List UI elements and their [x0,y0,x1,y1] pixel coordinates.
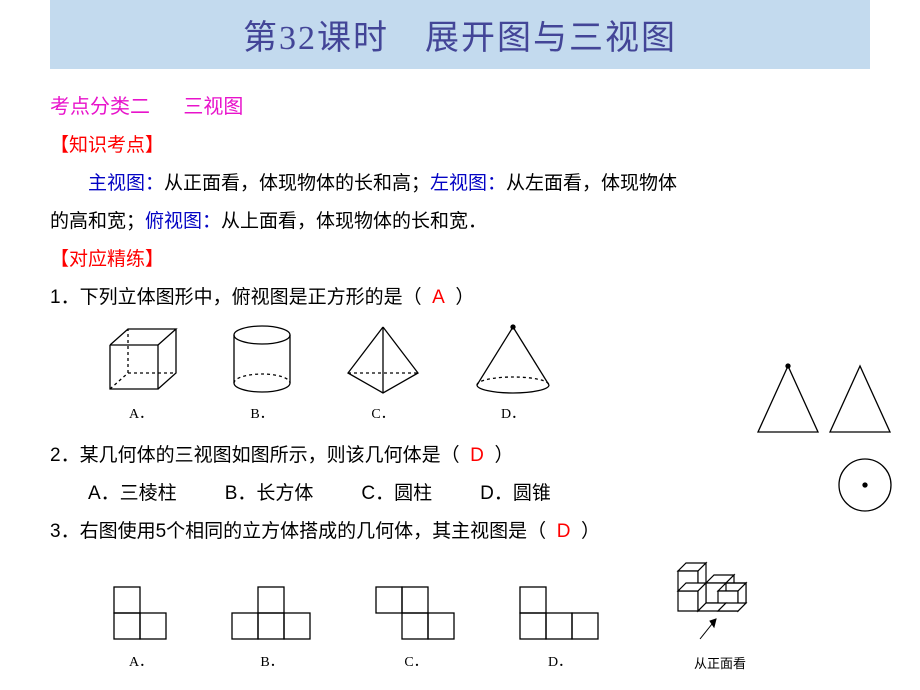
q1-row: 1．下列立体图形中，俯视图是正方形的是（ A ） [50,279,870,317]
q3-fig-a: A． [110,583,172,677]
knowledge-body: 主视图：从正面看，体现物体的长和高；左视图：从左面看，体现物体 的高和宽；俯视图… [50,165,870,241]
shape-b-icon [228,583,316,645]
front-view-text: 从正面看，体现物体的长和高； [164,173,430,194]
q1-label-a: A． [129,401,153,429]
knowledge-tag: 【知识考点】 [50,127,870,165]
q1-label-c: C． [371,401,394,429]
practice-tag: 【对应精练】 [50,241,870,279]
q3-label-c: C． [404,649,427,677]
q1-text: 1．下列立体图形中，俯视图是正方形的是（ [50,279,422,317]
front-view-label: 主视图： [88,173,164,194]
content-area: 考点分类二 三视图 【知识考点】 主视图：从正面看，体现物体的长和高；左视图：从… [0,87,920,677]
q2-text: 2．某几何体的三视图如图所示，则该几何体是（ [50,437,460,475]
top-view-text: 从上面看，体现物体的长和宽． [221,211,487,232]
q1-label-b: B． [250,401,273,429]
q3-close: ） [581,513,600,551]
pyramid-icon [342,323,424,397]
category-label: 考点分类二 [50,96,150,118]
knowledge-line2: 的高和宽；俯视图：从上面看，体现物体的长和宽． [50,203,870,241]
q3-fig-d: D． [516,583,604,677]
q1-fig-d: D． [468,323,558,429]
q2-opt-d: D．圆锥 [480,475,551,513]
q2-answer: D [470,437,484,475]
q3-label-b: B． [260,649,283,677]
cylinder-icon [226,323,298,397]
q3-label-d: D． [548,649,572,677]
two-triangles-icon [752,362,896,440]
q2-aux-triangles [752,362,896,454]
section-title: 考点分类二 三视图 [50,87,870,127]
cubes-icon [660,561,780,647]
q3-fig-c: C． [372,583,460,677]
q2-aux-circle [834,454,896,530]
knowledge-line1: 主视图：从正面看，体现物体的长和高；左视图：从左面看，体现物体 [50,165,870,203]
shape-c-icon [372,583,460,645]
q1-fig-b: B． [226,323,298,429]
lesson-header: 第32课时 展开图与三视图 [50,0,870,69]
q3-fig-b: B． [228,583,316,677]
q1-fig-a: A． [100,323,182,429]
cube-icon [100,323,182,397]
q3-answer: D [557,513,571,551]
q3-view-label: 从正面看 [694,651,746,677]
q2-row: 2．某几何体的三视图如图所示，则该几何体是（ D ） [50,437,870,475]
left-view-label: 左视图： [430,173,506,194]
q3-figures: A． B． [110,561,870,677]
left-view-cont: 的高和宽； [50,211,145,232]
q2-opt-b: B．长方体 [225,475,314,513]
q1-fig-c: C． [342,323,424,429]
shape-a-icon [110,583,172,645]
left-view-text: 从左面看，体现物体 [506,173,677,194]
q1-label-d: D． [501,401,525,429]
circle-dot-icon [834,454,896,516]
q3-text: 3．右图使用5个相同的立方体搭成的几何体，其主视图是（ [50,513,546,551]
shape-d-icon [516,583,604,645]
q3-label-a: A． [129,649,153,677]
q2-close: ） [494,437,513,475]
q2-opt-c: C．圆柱 [361,475,432,513]
top-view-label: 俯视图： [145,211,221,232]
q3-row: 3．右图使用5个相同的立方体搭成的几何体，其主视图是（ D ） [50,513,870,551]
q2-opt-a: A．三棱柱 [88,475,177,513]
q3-3d-figure: 从正面看 [660,561,780,677]
q2-options: A．三棱柱 B．长方体 C．圆柱 D．圆锥 [88,475,870,513]
cone-icon [468,323,558,397]
q1-answer: A [432,279,445,317]
category-name: 三视图 [183,96,243,118]
q1-close: ） [455,279,474,317]
